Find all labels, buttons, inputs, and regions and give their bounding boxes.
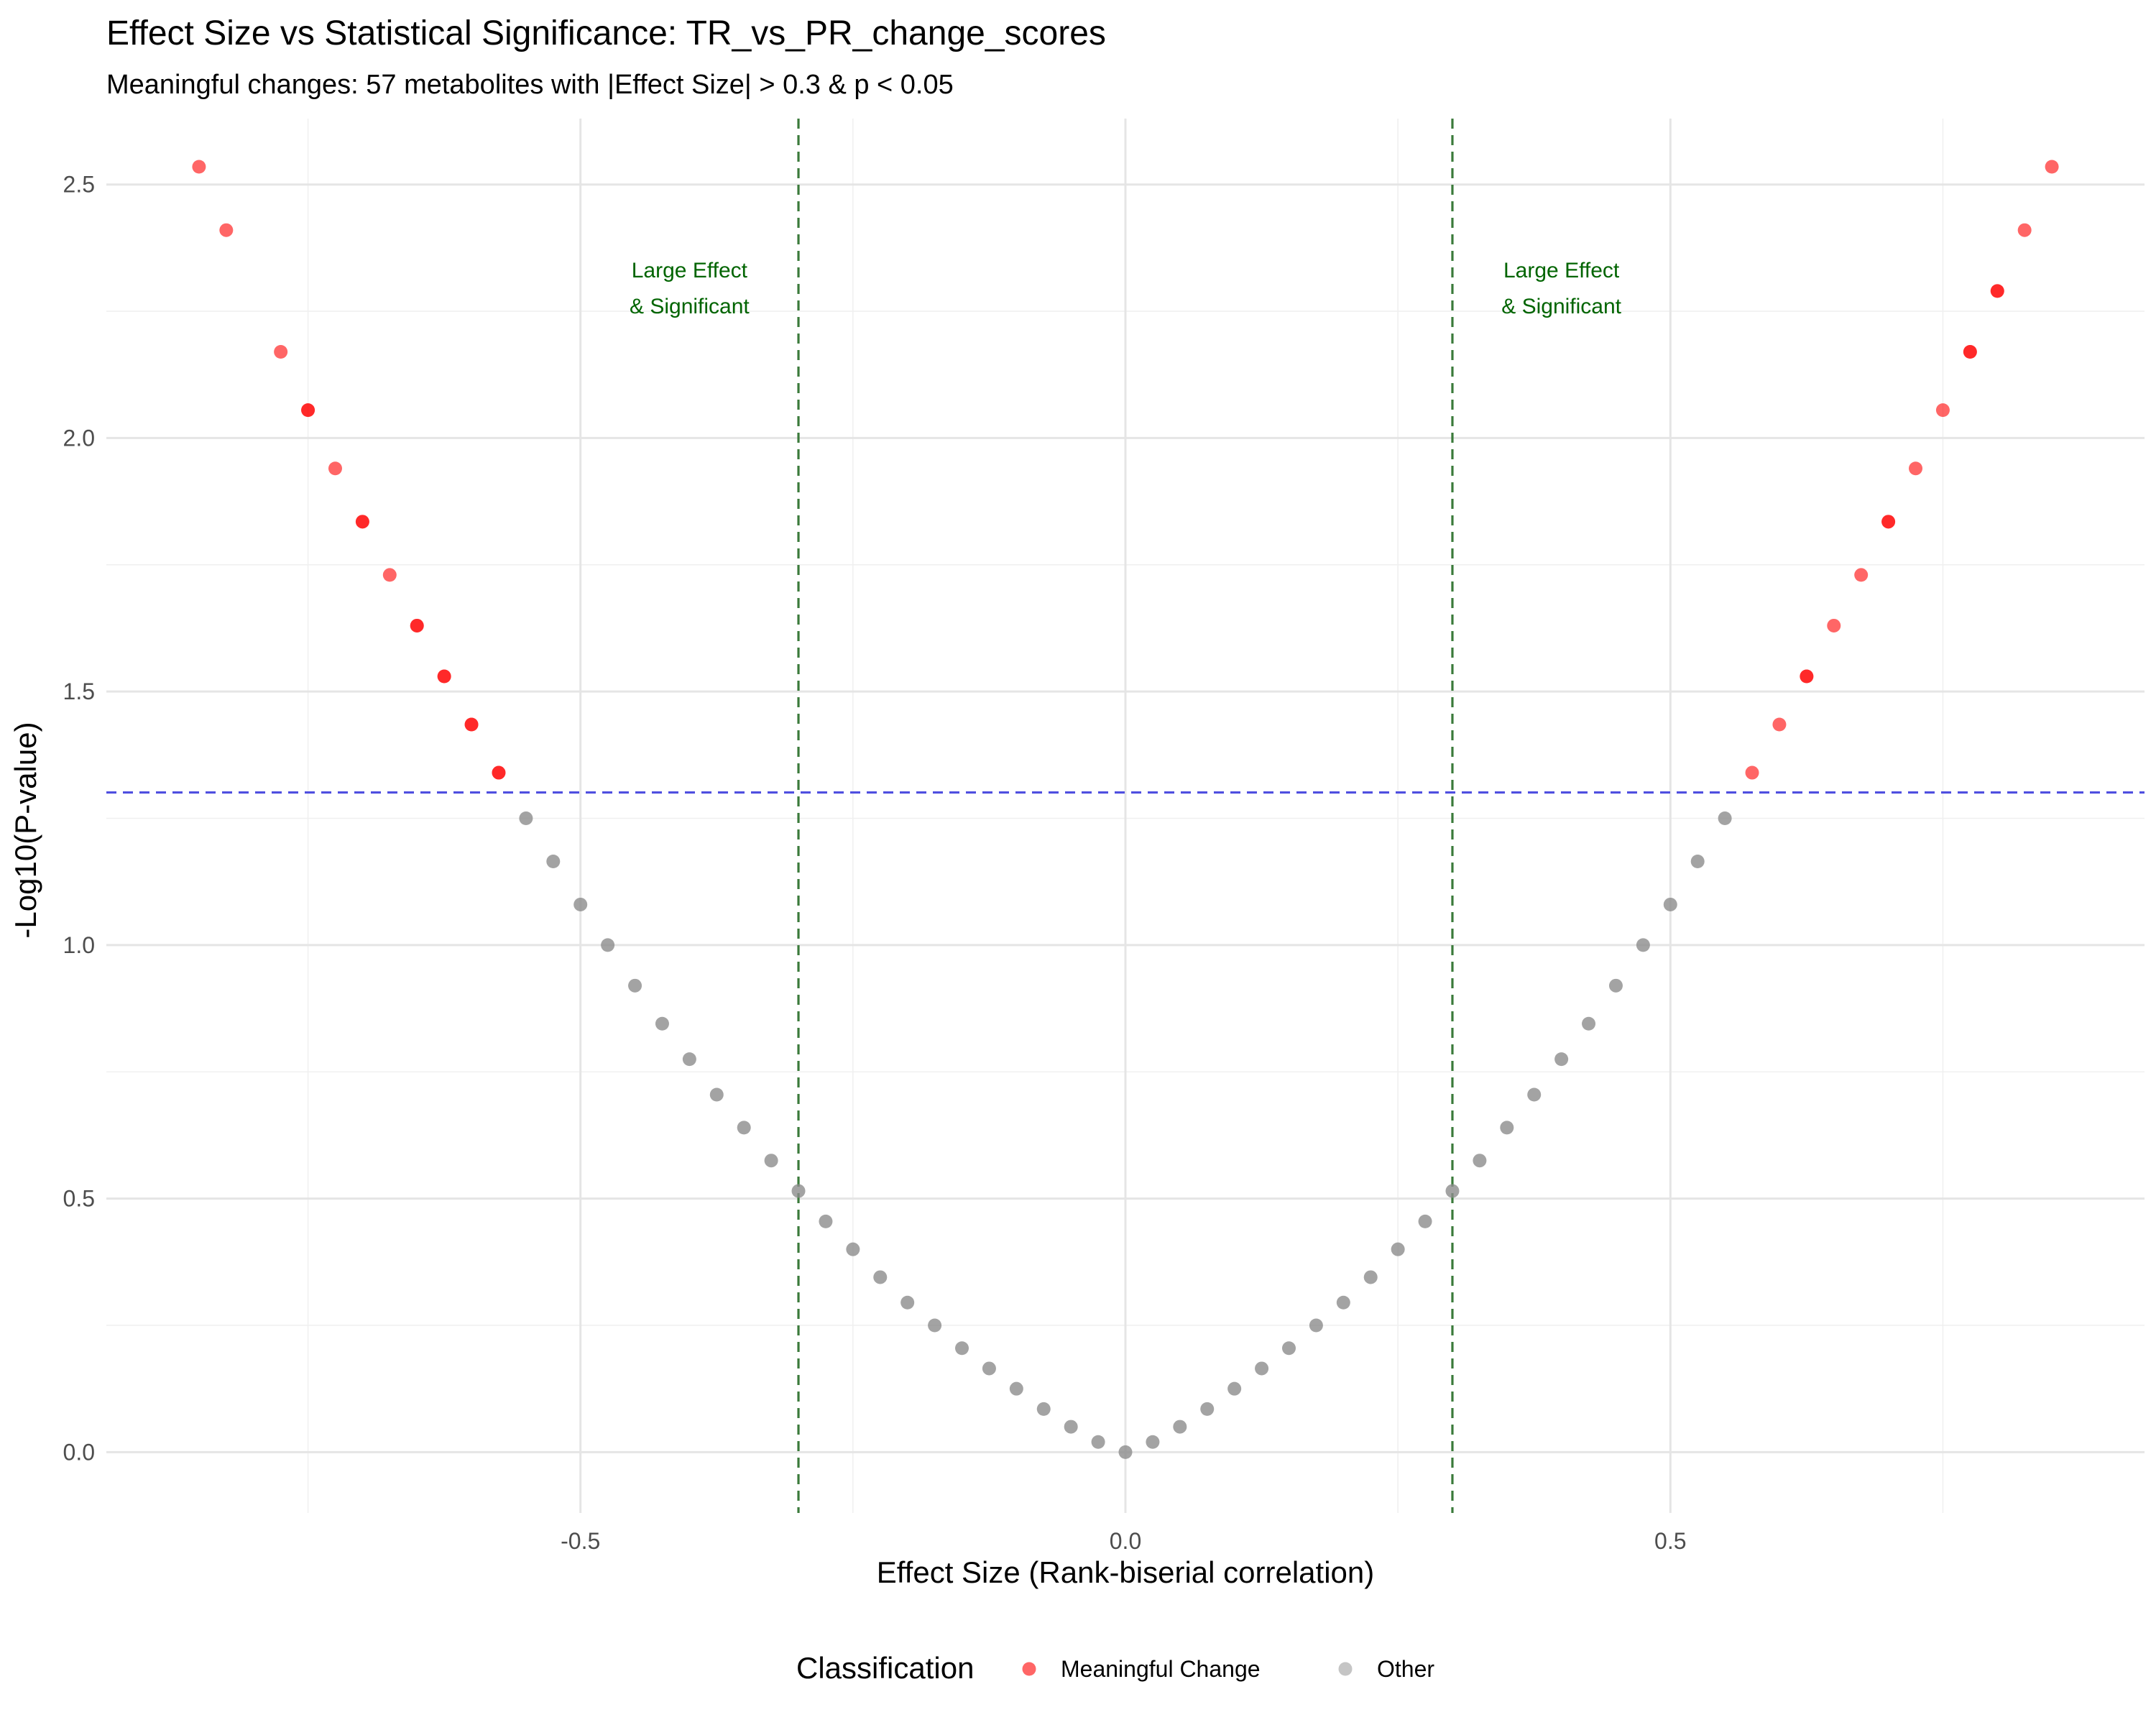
chart-subtitle: Meaningful changes: 57 metabolites with …	[106, 70, 954, 100]
meaningful-change-point	[1881, 515, 1896, 529]
y-axis-title: -Log10(P-value)	[9, 722, 42, 938]
meaningful-change-point	[437, 669, 451, 684]
other-point	[737, 1121, 751, 1135]
other-point	[1554, 1052, 1569, 1067]
meaningful-change-point	[301, 403, 315, 418]
meaningful-change-point	[1963, 345, 1977, 359]
other-point	[928, 1318, 942, 1333]
major-gridlines	[106, 119, 2145, 1513]
meaningful-change-point	[410, 618, 424, 632]
other-point	[955, 1341, 969, 1356]
annotation-label: Large Effect	[1503, 259, 1620, 282]
meaningful-change-point	[464, 717, 479, 732]
annotation-label: Large Effect	[632, 259, 748, 282]
x-tick-labels: -0.5 0.0 0.5	[561, 1528, 1686, 1554]
other-point	[819, 1214, 833, 1228]
meaningful-change-point	[2017, 223, 2032, 237]
y-tick-label: 0.0	[63, 1439, 95, 1465]
legend-label-other: Other	[1377, 1656, 1434, 1682]
other-point	[1009, 1381, 1023, 1396]
y-tick-labels: 0.0 0.5 1.0 1.5 2.0 2.5	[63, 172, 95, 1466]
x-tick-label: -0.5	[561, 1528, 600, 1554]
other-point	[1473, 1154, 1487, 1168]
legend-key-other	[1338, 1662, 1353, 1676]
other-point	[1173, 1420, 1187, 1434]
chart-title: Effect Size vs Statistical Significance:…	[106, 14, 1106, 52]
other-point	[1391, 1242, 1405, 1256]
meaningful-change-point	[492, 765, 506, 780]
other-point	[546, 854, 561, 868]
other-point	[1118, 1445, 1133, 1459]
meaningful-change-point	[1854, 568, 1869, 582]
meaningful-change-point	[1745, 765, 1759, 780]
legend-key-meaningful-change	[1022, 1662, 1036, 1676]
other-point	[1608, 978, 1623, 993]
meaningful-change-point	[2045, 160, 2059, 174]
other-point	[628, 978, 642, 993]
y-tick-label: 0.5	[63, 1186, 95, 1212]
meaningful-change-point	[1909, 461, 1923, 476]
other-point	[1418, 1214, 1432, 1228]
other-point	[1500, 1121, 1514, 1135]
other-point	[1445, 1184, 1460, 1198]
meaningful-change-point	[1935, 403, 1950, 418]
y-tick-label: 1.0	[63, 932, 95, 958]
meaningful-change-point	[382, 568, 397, 582]
meaningful-change-point	[1827, 618, 1841, 632]
other-point	[1146, 1435, 1160, 1449]
other-point	[519, 811, 533, 826]
other-point	[1227, 1381, 1242, 1396]
y-tick-label: 2.0	[63, 425, 95, 451]
other-point	[764, 1154, 778, 1168]
other-point	[655, 1016, 669, 1031]
legend-title: Classification	[796, 1651, 974, 1685]
meaningful-change-point	[328, 461, 342, 476]
other-point	[1200, 1402, 1215, 1416]
other-point	[1663, 897, 1677, 911]
meaningful-change-point	[192, 160, 206, 174]
meaningful-change-point	[274, 345, 288, 359]
meaningful-change-point	[219, 223, 234, 237]
meaningful-change-point	[355, 515, 369, 529]
other-point	[709, 1087, 724, 1102]
x-tick-label: 0.5	[1654, 1528, 1686, 1554]
other-point	[1582, 1016, 1596, 1031]
meaningful-change-point	[1800, 669, 1814, 684]
annotation-label: & Significant	[1501, 295, 1621, 318]
other-point	[846, 1242, 860, 1256]
other-point	[1091, 1435, 1105, 1449]
other-point	[1636, 938, 1650, 952]
other-point	[573, 897, 588, 911]
annotation-label: & Significant	[630, 295, 750, 318]
other-point	[601, 938, 615, 952]
legend-label-meaningful-change: Meaningful Change	[1061, 1656, 1261, 1682]
other-point	[1309, 1318, 1323, 1333]
other-point	[1718, 811, 1732, 826]
other-point	[982, 1361, 996, 1376]
other-point	[1064, 1420, 1078, 1434]
other-point	[1527, 1087, 1542, 1102]
other-point	[1036, 1402, 1051, 1416]
other-point	[791, 1184, 806, 1198]
other-point	[873, 1270, 888, 1284]
other-point	[1255, 1361, 1269, 1376]
other-point	[1336, 1295, 1350, 1310]
annotations: Large Effect & Significant Large Effect & S…	[630, 259, 1622, 318]
y-tick-label: 2.5	[63, 172, 95, 198]
threshold-lines	[106, 119, 2145, 1513]
x-tick-label: 0.0	[1110, 1528, 1141, 1554]
meaningful-change-point	[1990, 284, 2004, 298]
other-point	[682, 1052, 696, 1067]
other-point	[900, 1295, 915, 1310]
y-tick-label: 1.5	[63, 678, 95, 704]
legend: Classification Meaningful Change Other	[796, 1651, 1434, 1685]
other-point	[1281, 1341, 1296, 1356]
x-axis-title: Effect Size (Rank-biserial correlation)	[877, 1555, 1375, 1589]
other-point	[1363, 1270, 1378, 1284]
data-points	[192, 160, 2059, 1459]
meaningful-change-point	[1772, 717, 1787, 732]
other-point	[1690, 854, 1705, 868]
